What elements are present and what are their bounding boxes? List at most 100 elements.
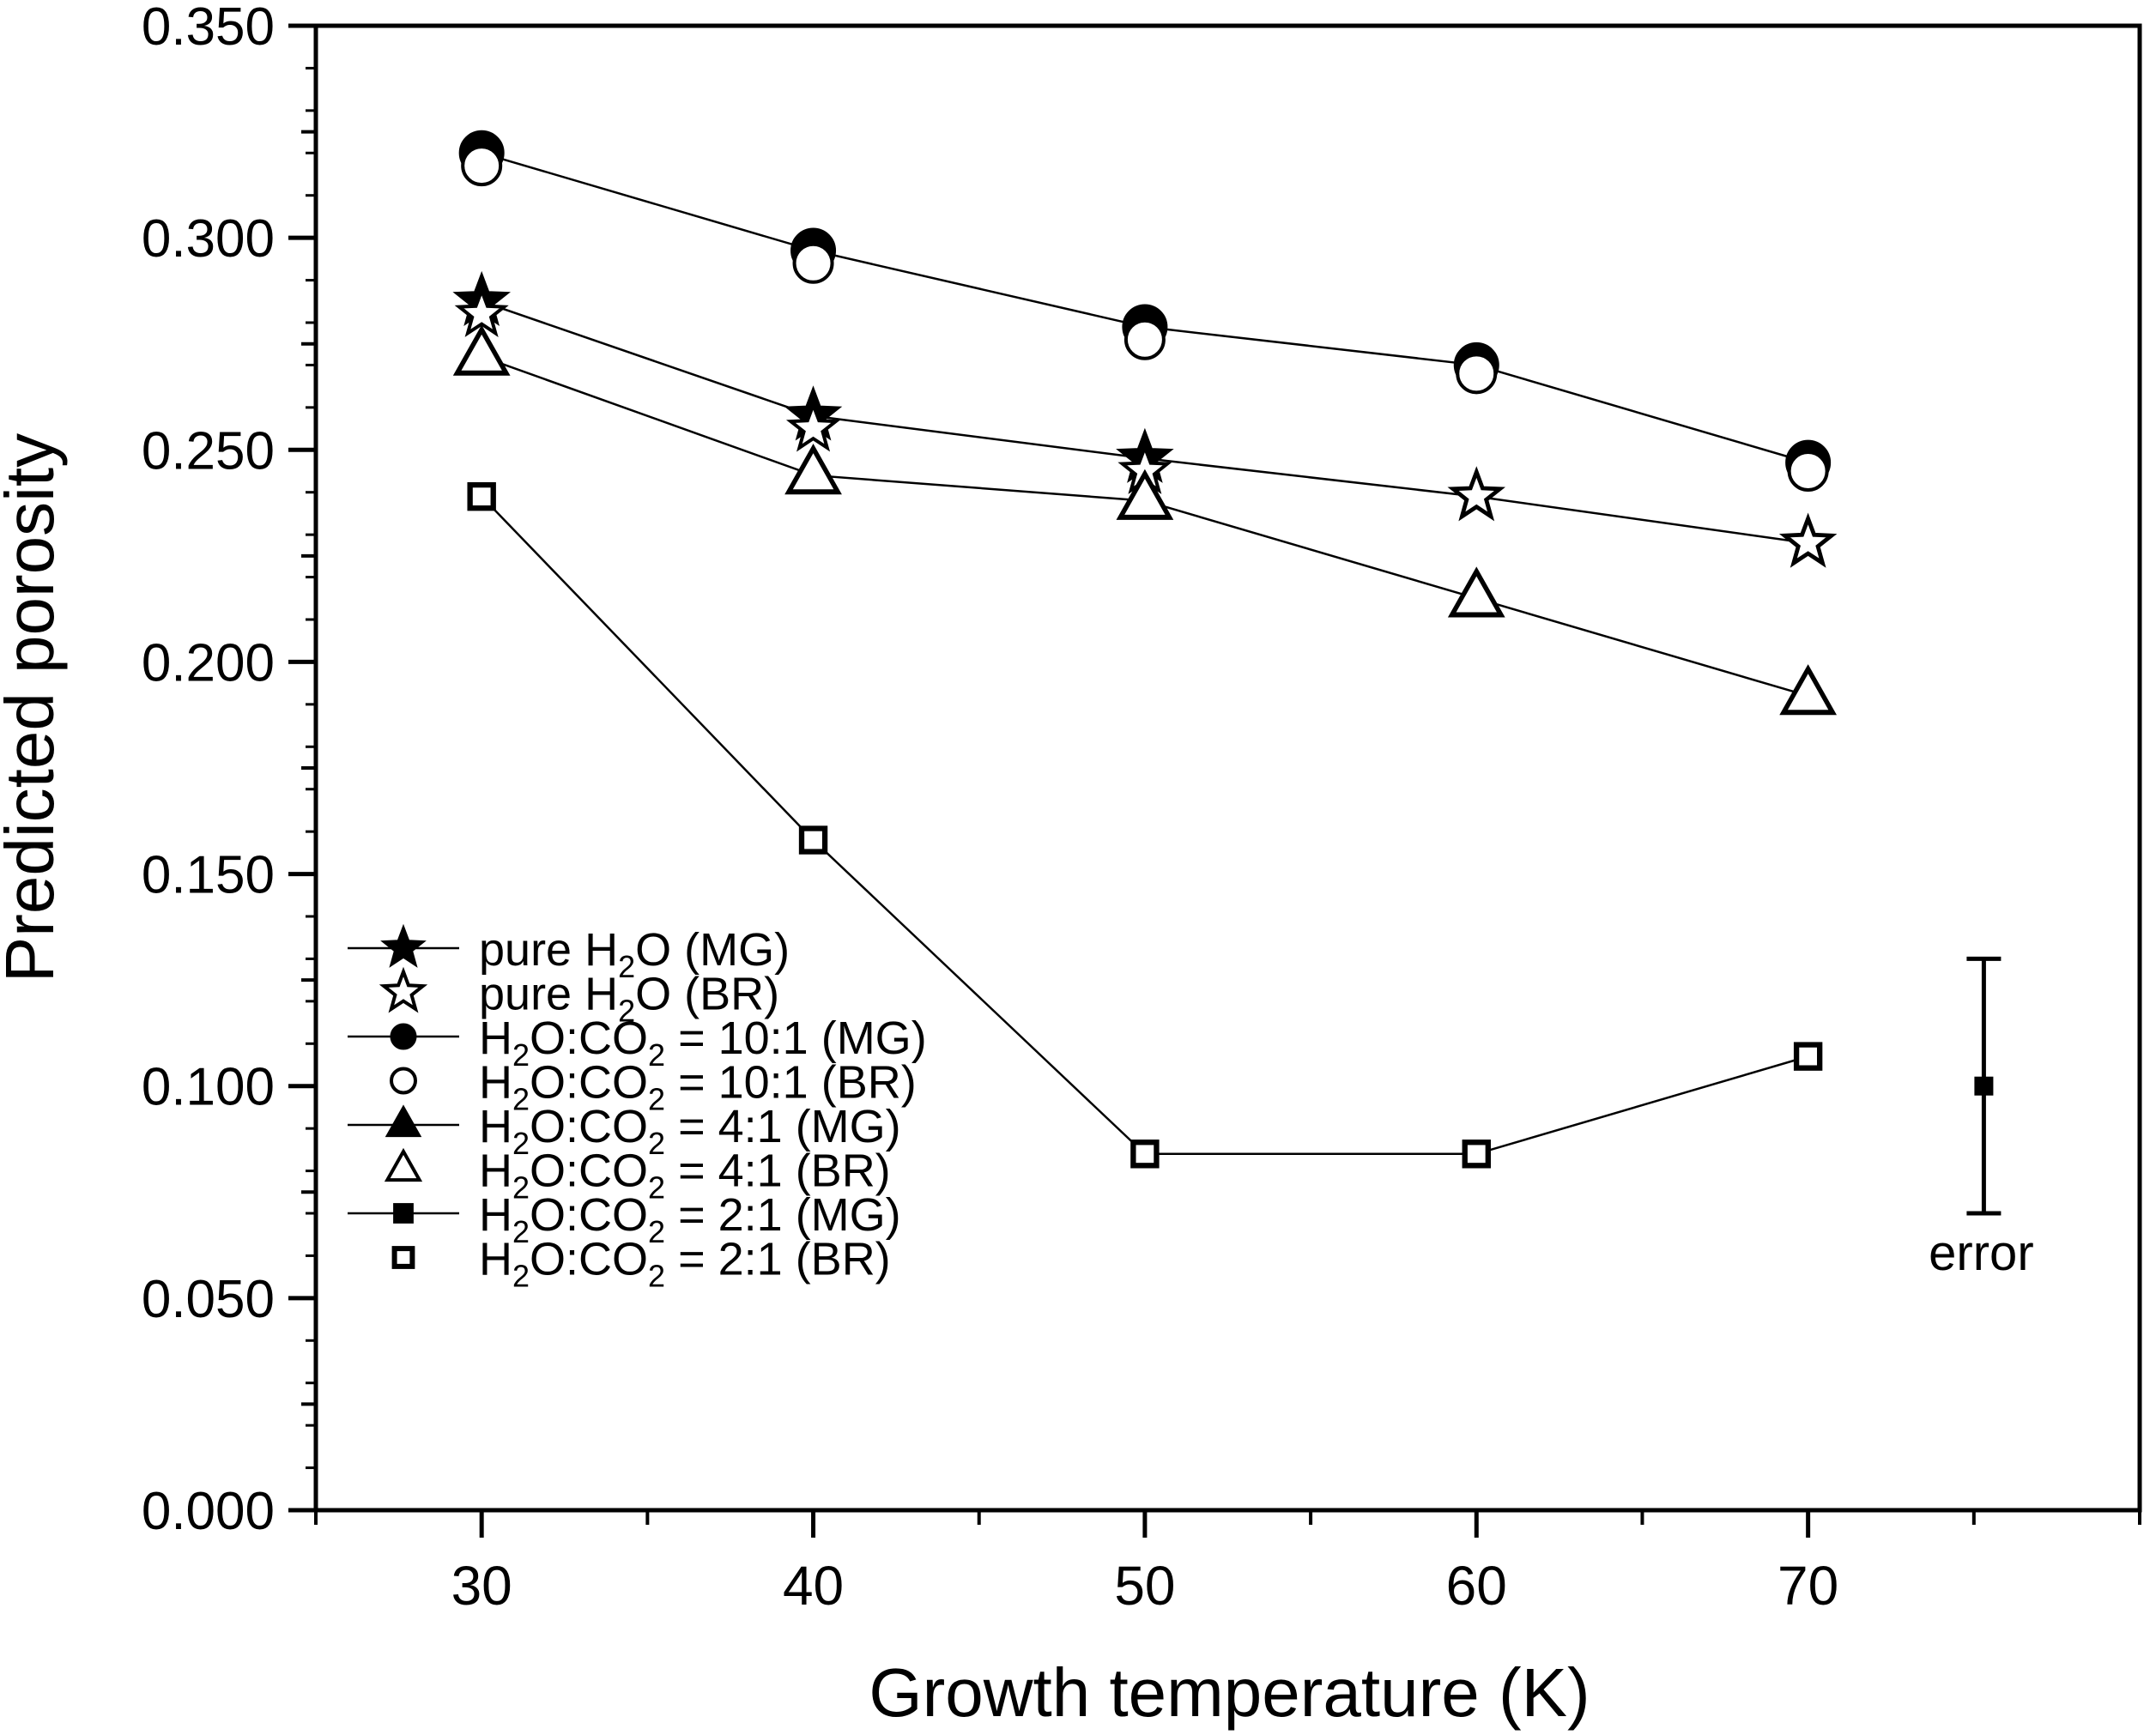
legend-text: = 2:1 (MG) [665,1189,901,1241]
legend-marker [380,923,427,968]
legend-marker [379,966,428,1013]
legend-entry: pure H2O (MG) [348,923,790,984]
x-tick-label: 30 [451,1555,512,1617]
legend-text: O:CO [530,1189,648,1241]
legend-text: = 10:1 (MG) [665,1013,927,1064]
legend-entry: H2O:CO2 = 2:1 (BR) [391,1234,891,1294]
data-point [785,400,841,452]
data-point [1782,667,1835,714]
x-tick-label: 60 [1446,1555,1507,1617]
data-point [1118,471,1172,518]
legend-subscript: 2 [648,1259,665,1294]
legend-entry: H2O:CO2 = 4:1 (BR) [384,1146,891,1206]
legend-text: O (MG) [635,924,790,976]
legend-subscript: 2 [512,1170,530,1206]
legend-text: O:CO [530,1057,648,1109]
axis-ticks [288,23,2141,1538]
legend-text: H [479,1101,512,1152]
data-point [1794,1042,1823,1071]
legend-marker [390,1067,417,1095]
x-axis-label: Growth temperature (K) [869,1654,1590,1731]
legend-subscript: 2 [512,1037,530,1073]
legend-label: H2O:CO2 = 4:1 (BR) [479,1146,891,1206]
legend-subscript: 2 [512,1126,530,1161]
x-tick-label: 50 [1114,1555,1175,1617]
data-point [455,327,508,374]
series-markers [452,130,1838,1169]
data-point [461,145,503,187]
legend-subscript: 2 [648,1037,665,1073]
legend-marker [385,1104,422,1138]
legend-text: = 4:1 (BR) [665,1146,891,1197]
y-tick-label: 0.250 [142,421,275,481]
x-tick-label: 40 [783,1555,844,1617]
series-line-4 [481,355,1808,698]
legend-subscript: 2 [648,1082,665,1117]
legend-text: pure H [479,924,618,976]
y-axis-label: Predicted porosity [0,433,68,982]
error-bar-center-marker [1974,1076,1994,1096]
data-point [1450,569,1503,616]
legend-text: O:CO [530,1146,648,1197]
axis-tick-labels: 0.000 0.050 0.100 0.150 0.200 0.250 0.300 0.350… [142,0,1838,1617]
legend-marker [384,1147,423,1182]
legend-entry: H2O:CO2 = 10:1 (MG) [348,1013,927,1073]
legend-text: H [479,1234,512,1285]
data-point [1462,1140,1491,1169]
legend-text: O (BR) [635,969,779,1020]
legend-text: H [479,1189,512,1241]
legend-entry: H2O:CO2 = 4:1 (MG) [348,1101,901,1161]
y-tick-label: 0.150 [142,846,275,905]
legend-text: O:CO [530,1234,648,1285]
legend-text: pure H [479,969,618,1020]
legend-marker [390,1023,417,1050]
legend-subscript: 2 [512,1259,530,1294]
y-tick-label: 0.100 [142,1058,275,1117]
plot-frame [313,23,2142,1513]
legend-text: O:CO [530,1101,648,1152]
legend-text: = 4:1 (MG) [665,1101,901,1152]
legend-marker [393,1203,414,1224]
legend-subscript: 2 [618,994,635,1029]
x-tick-label: 70 [1777,1555,1838,1617]
legend-text: = 2:1 (BR) [665,1234,891,1285]
y-tick-label: 0.200 [142,633,275,692]
data-point [799,825,827,855]
y-tick-label: 0.050 [142,1270,275,1329]
legend-entry: pure H2O (BR) [379,966,779,1029]
error-bar-annotation: error [1929,956,2034,1281]
legend-subscript: 2 [512,1214,530,1249]
y-tick-label: 0.000 [142,1482,275,1541]
legend-entry: H2O:CO2 = 2:1 (MG) [348,1189,901,1249]
data-point [454,286,509,337]
legend: pure H2O (MG)pure H2O (BR)H2O:CO2 = 10:1… [348,923,927,1294]
legend-label: H2O:CO2 = 4:1 (MG) [479,1101,901,1161]
legend-subscript: 2 [648,1170,665,1206]
data-point [1123,318,1166,360]
legend-text: H [479,1146,512,1197]
legend-subscript: 2 [648,1214,665,1249]
legend-subscript: 2 [512,1082,530,1117]
data-point [787,446,840,493]
data-point [1456,353,1498,395]
legend-label: pure H2O (BR) [479,969,779,1029]
data-point [1787,450,1829,492]
legend-label: H2O:CO2 = 10:1 (BR) [479,1057,917,1117]
legend-label: H2O:CO2 = 2:1 (MG) [479,1189,901,1249]
legend-subscript: 2 [618,949,635,984]
data-point [1781,514,1836,566]
legend-text: = 10:1 (BR) [665,1057,917,1109]
legend-subscript: 2 [648,1126,665,1161]
y-tick-label: 0.300 [142,209,275,269]
legend-label: pure H2O (MG) [479,924,790,984]
legend-marker [391,1246,415,1269]
data-point [792,242,834,284]
legend-text: H [479,1013,512,1064]
legend-label: H2O:CO2 = 2:1 (BR) [479,1234,891,1294]
legend-entry: H2O:CO2 = 10:1 (BR) [390,1057,917,1117]
data-point [467,482,496,511]
legend-text: O:CO [530,1013,648,1064]
legend-label: H2O:CO2 = 10:1 (MG) [479,1013,927,1073]
error-label: error [1929,1225,2033,1281]
